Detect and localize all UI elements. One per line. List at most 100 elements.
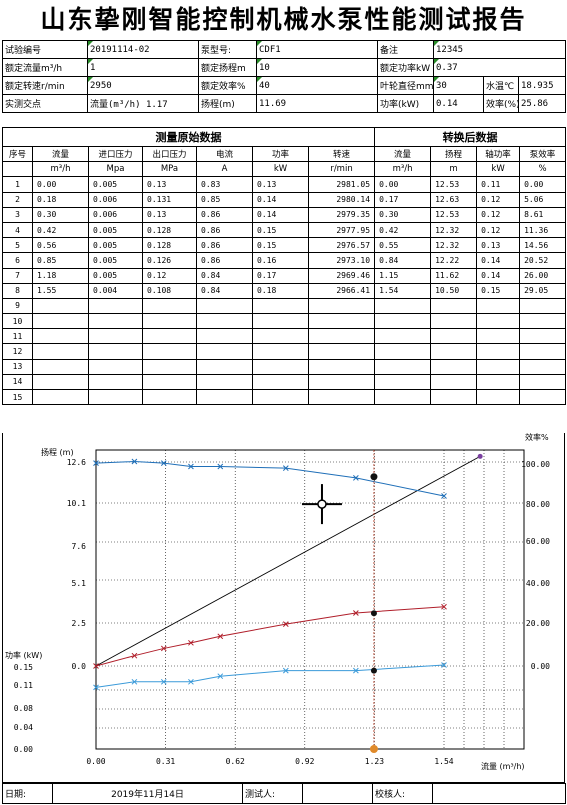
table-cell [519,373,567,391]
eff-tick-label: 40.00 [526,579,550,588]
col-unit-9: kW [476,161,521,178]
info-label-rated-speed: 额定转速r/min [2,76,88,95]
table-cell [374,388,432,406]
table-cell [32,313,89,330]
info-label-measured-point: 实测交点 [2,94,88,113]
table-cell [476,388,521,406]
table-cell [374,328,432,345]
table-cell [307,313,376,330]
table-row: 1 0.00 0.005 0.13 0.83 0.13 2981.05 0.00 12.53 0.… [2,176,567,193]
power-point [282,667,289,674]
table-row: 15 [2,388,567,406]
efficiency-point [160,645,167,652]
power-tick-label: 0.00 [14,745,33,754]
col-unit-7: m³/h [374,161,432,178]
table-cell [252,388,309,406]
table-cell [196,373,253,391]
table-cell: 8.61 [519,206,567,223]
table-row: 9 [2,297,567,315]
x-tick-label: 0.31 [156,757,175,766]
table-cell [430,328,478,345]
table-cell: 1.55 [32,282,89,299]
table-cell [519,297,567,315]
table-cell: 0.126 [142,252,197,269]
data-table: 测量原始数据 转换后数据 序号 流量 进口压力 出口压力 电流 功率 转速 流量 扬程 轴功率 泵效… [1,127,567,406]
table-cell: 0.30 [374,206,432,223]
table-cell: 0.006 [88,191,143,208]
raw-data-title: 测量原始数据 [1,127,376,147]
head-point [188,463,194,470]
table-cell: 0.86 [196,221,253,239]
head-point [353,475,359,481]
footer-tester-value [302,783,373,804]
table-cell: 12.32 [430,237,478,254]
table-cell: 0.128 [142,221,197,239]
table-cell: 0.004 [88,282,143,299]
footer-tester-label: 测试人: [242,783,303,804]
table-cell [196,328,253,345]
table-cell: 0.15 [252,237,309,254]
table-cell [252,358,309,375]
col-header-5: 功率 [252,145,309,163]
table-cell [430,388,478,406]
power-tick-label: 0.08 [14,704,33,713]
col-header-10: 泵效率 [519,145,567,163]
table-cell [32,297,89,315]
eff-tick-label: 80.00 [526,500,550,509]
head-point [282,465,289,472]
table-cell: 2973.10 [307,252,376,269]
col-header-0: 序号 [2,145,33,163]
table-cell [142,343,197,360]
col-unit-4: A [196,161,253,178]
table-cell: 1.18 [32,267,89,284]
table-cell: 0.14 [252,206,309,223]
info-label-rated-flow: 额定流量m³/h [2,58,88,77]
table-cell: 11.36 [519,221,567,239]
table-cell: 8 [2,282,33,299]
table-cell [519,313,567,330]
power-point [93,684,99,691]
table-cell: 0.86 [196,237,253,254]
head-tick-label: 7.6 [72,542,87,551]
table-cell [374,343,432,360]
table-cell [196,343,253,360]
info-value-rated-power: 0.37 [432,58,567,77]
x-tick-label: 1.54 [434,757,453,766]
table-cell [196,297,253,315]
col-unit-10: % [519,161,567,178]
table-cell [307,388,376,406]
table-cell: 0.14 [252,191,309,208]
table-cell: 12.63 [430,191,478,208]
efficiency-point [353,610,359,616]
info-value-rated-eff: 40 [256,76,378,95]
efficiency-point [188,639,194,646]
table-cell [142,313,197,330]
table-cell: 5 [2,237,33,254]
info-value-water-temp: 18.935 [517,76,567,95]
efficiency-point [131,652,138,659]
table-row: 12 [2,343,567,360]
col-unit-5: kW [252,161,309,178]
table-cell: 2981.05 [307,176,376,193]
col-header-8: 扬程 [430,145,478,163]
table-cell: 12.53 [430,206,478,223]
table-cell: 0.00 [32,176,89,193]
system-curve [95,455,481,667]
table-cell: 15 [2,388,33,406]
head-tick-label: 5.1 [72,579,87,588]
table-cell [88,343,143,360]
info-value-test-no: 20191114-02 [87,40,199,59]
table-cell: 0.005 [88,267,143,284]
table-cell: 2980.14 [307,191,376,208]
table-cell: 0.12 [476,221,521,239]
table-row: 13 [2,358,567,375]
table-cell: 0.005 [88,237,143,254]
table-cell [476,328,521,345]
performance-chart: 0.00 0.31 0.62 0.92 1.23 1.54 12.6 10.1 7.6 5.1 2.… [5,432,550,771]
footer-checker-label: 校核人: [372,783,433,804]
table-cell: 14 [2,373,33,391]
table-cell [307,358,376,375]
table-cell: 0.18 [32,191,89,208]
info-label-head: 扬程(m) [198,94,257,113]
power-tick-label: 0.11 [14,681,33,690]
